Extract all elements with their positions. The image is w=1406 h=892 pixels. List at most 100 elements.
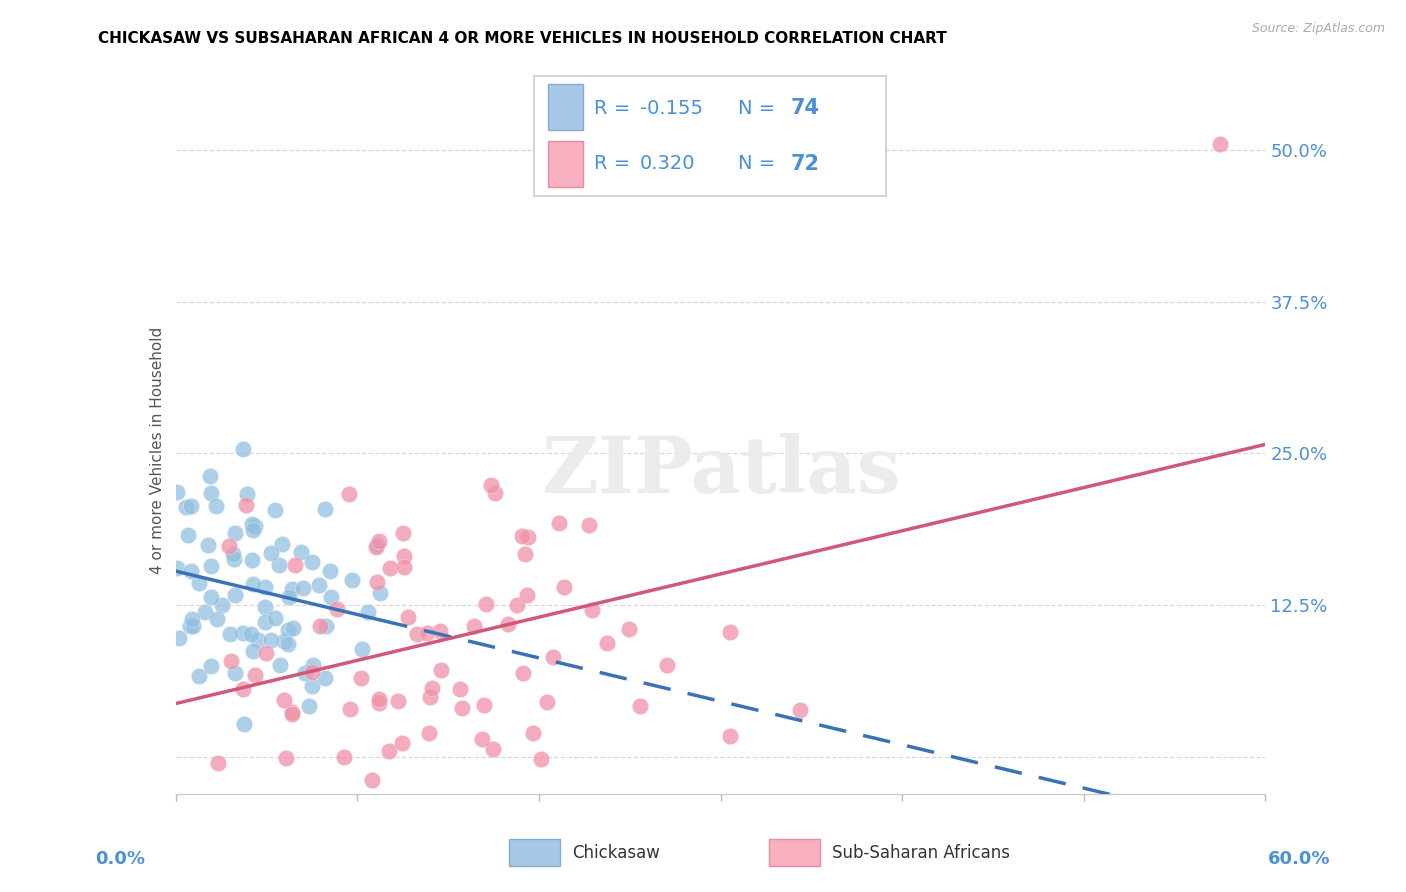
Point (243, 518, 266, 533)
Y-axis label: 4 or more Vehicles in Household: 4 or more Vehicles in Household (149, 326, 165, 574)
Point (516, 588, 538, 602)
Point (167, 631, 190, 645)
Point (301, 665, 323, 679)
Point (174, 500, 197, 514)
Point (339, 702, 361, 716)
Point (319, 590, 342, 604)
Text: CHICKASAW VS SUBSAHARAN AFRICAN 4 OR MORE VEHICLES IN HOUSEHOLD CORRELATION CHAR: CHICKASAW VS SUBSAHARAN AFRICAN 4 OR MOR… (98, 31, 948, 46)
Point (290, 545, 312, 559)
Point (269, 558, 291, 573)
Point (301, 555, 323, 569)
Point (391, 525, 413, 540)
Point (273, 693, 295, 707)
Point (628, 698, 651, 713)
Point (314, 671, 336, 685)
Point (451, 700, 474, 714)
Point (207, 756, 229, 770)
Point (218, 539, 240, 553)
Point (392, 549, 415, 563)
Point (418, 726, 440, 740)
Point (242, 577, 264, 591)
Point (367, 691, 389, 706)
Point (718, 625, 741, 640)
Point (378, 744, 401, 758)
Point (166, 484, 188, 499)
Point (340, 573, 363, 587)
Text: N =: N = (738, 154, 782, 173)
Point (166, 561, 188, 575)
Text: -0.155: -0.155 (640, 99, 703, 118)
Point (522, 726, 544, 740)
Point (314, 501, 336, 516)
Point (200, 559, 222, 574)
FancyBboxPatch shape (534, 76, 886, 196)
Point (281, 706, 304, 721)
Point (367, 696, 389, 710)
Point (595, 636, 617, 650)
Point (240, 553, 263, 567)
Point (211, 598, 233, 612)
Point (264, 503, 287, 517)
Point (309, 618, 332, 632)
Point (224, 588, 246, 602)
Point (536, 695, 558, 709)
FancyBboxPatch shape (509, 839, 560, 866)
Point (236, 487, 259, 501)
Point (718, 730, 741, 744)
Point (471, 732, 494, 747)
Point (380, 561, 402, 575)
Point (200, 486, 222, 500)
Point (180, 564, 202, 578)
Point (277, 623, 299, 637)
Point (392, 560, 415, 574)
Point (181, 612, 204, 626)
Text: Chickasaw: Chickasaw (572, 844, 661, 862)
Point (655, 658, 678, 673)
Point (405, 627, 427, 641)
Point (269, 657, 291, 672)
Point (430, 663, 453, 677)
Point (240, 516, 263, 531)
Point (337, 487, 360, 501)
Point (177, 528, 200, 542)
Point (197, 538, 219, 552)
Point (449, 682, 471, 697)
Point (219, 627, 242, 641)
Point (224, 551, 246, 566)
Point (292, 581, 315, 595)
Point (183, 619, 205, 633)
Point (260, 632, 283, 647)
Point (254, 580, 277, 594)
Point (308, 578, 330, 592)
Point (235, 498, 257, 512)
Point (482, 742, 505, 756)
FancyBboxPatch shape (548, 84, 583, 130)
Point (232, 625, 254, 640)
Point (512, 529, 534, 543)
FancyBboxPatch shape (769, 839, 820, 866)
Point (232, 681, 254, 696)
Point (301, 679, 323, 693)
Point (273, 633, 295, 648)
Point (179, 619, 201, 633)
Point (475, 597, 498, 611)
Point (516, 530, 538, 544)
Text: 72: 72 (790, 153, 820, 174)
Text: R =: R = (593, 154, 637, 173)
Text: Source: ZipAtlas.com: Source: ZipAtlas.com (1251, 22, 1385, 36)
Point (484, 486, 506, 500)
Text: 0.0%: 0.0% (96, 850, 146, 868)
Point (513, 547, 536, 561)
Point (274, 751, 297, 765)
Point (530, 752, 553, 766)
Point (224, 666, 246, 681)
Point (472, 698, 495, 712)
Point (543, 650, 565, 665)
Text: N =: N = (738, 99, 782, 118)
Point (277, 637, 299, 651)
Text: 74: 74 (790, 98, 820, 119)
Point (264, 610, 287, 624)
Point (180, 499, 202, 513)
Point (1209, 136, 1232, 151)
Point (496, 617, 519, 632)
